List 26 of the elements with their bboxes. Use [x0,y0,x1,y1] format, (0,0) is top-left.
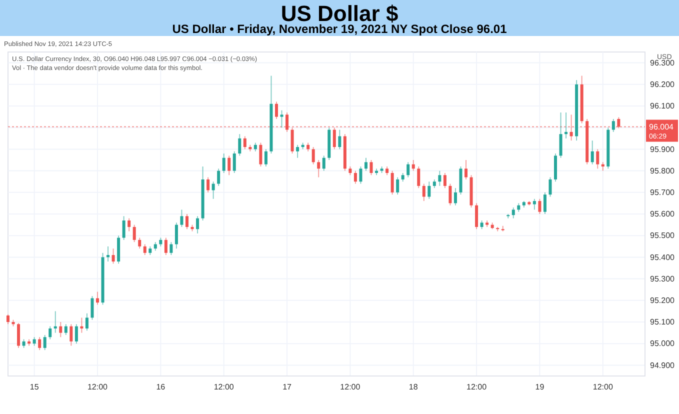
x-tick-label: 12:00 [214,382,234,392]
x-tick-label: 12:00 [592,382,614,392]
y-tick-label: 95.700 [650,188,676,197]
x-tick-label: 12:00 [87,382,108,392]
x-tick-label: 19 [535,382,545,392]
y-tick-label: 96.200 [650,80,676,89]
y-tick-label: 95.600 [650,210,676,219]
y-tick-label: 95.800 [650,166,676,176]
x-tick-label: 12:00 [340,382,361,392]
y-tick-label: 95.500 [650,231,676,240]
x-tick-label: 17 [282,382,292,392]
y-tick-label: 95.400 [650,252,676,262]
x-tick-label: 16 [156,382,166,392]
y-tick-label: 95.900 [650,144,676,154]
x-tick-label: 15 [30,382,40,392]
y-tick-label: 95.300 [650,274,676,284]
y-tick-label: 96.100 [650,102,676,111]
y-tick-label: 94.900 [650,360,676,370]
x-tick-label: 18 [408,382,418,392]
ref-line-label: 96.004 [649,122,674,132]
y-tick-label: 95.200 [650,296,676,305]
chart-subtitle: US Dollar • Friday, November 19, 2021 NY Spot Close 96.01 [172,22,508,36]
y-tick-label: 96.300 [650,58,676,68]
y-tick-label: 95.000 [650,339,676,348]
y-tick-label: 95.100 [650,318,676,327]
x-tick-label: 12:00 [466,382,488,392]
